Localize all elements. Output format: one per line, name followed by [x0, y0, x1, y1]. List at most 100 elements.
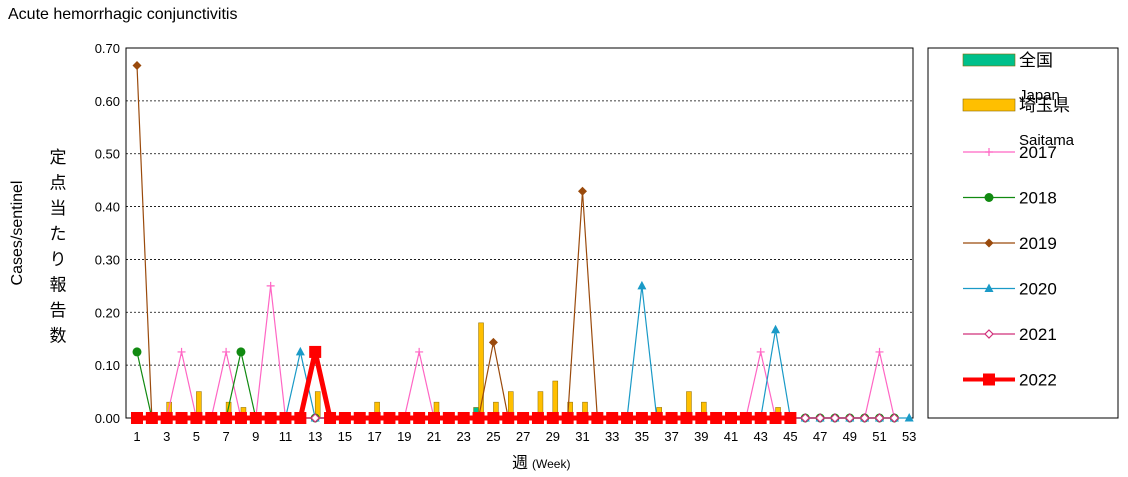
legend-item-2018: 2018 — [963, 189, 1057, 208]
legend-label: 2021 — [1019, 325, 1057, 344]
legend-box — [927, 47, 1119, 419]
point-2021 — [310, 413, 321, 423]
x-tick-label: 3 — [163, 429, 170, 444]
x-tick-label: 23 — [456, 429, 470, 444]
point-2020 — [295, 346, 305, 356]
point-2022 — [338, 412, 351, 424]
point-2022 — [457, 412, 470, 424]
x-tick-label: 47 — [813, 429, 827, 444]
point-2022 — [531, 412, 544, 424]
y-axis-label-en: Cases/sentinel — [9, 181, 26, 286]
point-2019 — [132, 60, 142, 70]
point-2022 — [725, 412, 737, 424]
point-2022 — [294, 412, 307, 424]
point-2017 — [266, 281, 275, 290]
point-2022 — [175, 412, 188, 424]
y-tick-label: 0.00 — [95, 411, 120, 426]
point-2022 — [413, 412, 426, 424]
point-2019 — [488, 337, 498, 347]
x-tick-label: 25 — [486, 429, 500, 444]
legend-marker — [985, 148, 993, 156]
legend-label: 全国 — [1019, 51, 1053, 70]
legend-sublabel: Japan — [1019, 87, 1060, 104]
point-2022 — [650, 412, 663, 424]
point-2022 — [145, 412, 158, 424]
point-2022 — [576, 412, 589, 424]
point-2022 — [635, 412, 648, 424]
legend-label: 2019 — [1019, 234, 1057, 253]
point-2022 — [561, 412, 574, 424]
legend-label: 2022 — [1019, 371, 1057, 390]
y-axis-label-ja-char: た — [50, 225, 67, 245]
x-tick-label: 35 — [635, 429, 649, 444]
point-2021 — [815, 413, 825, 423]
x-tick-label: 41 — [724, 429, 738, 444]
x-tick-label: 37 — [664, 429, 678, 444]
point-2021 — [874, 413, 885, 423]
chart-title: Acute hemorrhagic conjunctivitis — [8, 6, 238, 23]
point-2022 — [784, 412, 797, 424]
line-layer — [131, 60, 914, 424]
point-2022 — [606, 412, 619, 424]
point-2017 — [756, 347, 765, 356]
point-2022 — [220, 412, 233, 424]
point-2022 — [472, 412, 485, 424]
legend-swatch-saitama — [962, 98, 1016, 112]
x-tick-label: 19 — [397, 429, 411, 444]
point-2022 — [517, 412, 530, 424]
point-2018 — [132, 347, 142, 357]
x-tick-label: 17 — [367, 429, 381, 444]
x-tick-label: 21 — [427, 429, 441, 444]
y-axis-label-ja-char: 告 — [50, 301, 67, 321]
x-tick-label: 13 — [308, 429, 322, 444]
point-2017 — [875, 347, 884, 356]
legend-label: 2020 — [1019, 280, 1057, 299]
legend-marker — [984, 238, 994, 248]
point-2021 — [830, 413, 840, 423]
point-2022 — [428, 412, 440, 424]
point-2022 — [368, 412, 381, 424]
x-tick-label: 31 — [575, 429, 589, 444]
y-axis-label-ja-char: 当 — [50, 199, 67, 219]
y-tick-label: 0.50 — [95, 147, 120, 162]
legend-item-2017: 2017 — [963, 143, 1057, 162]
point-2021 — [859, 413, 870, 423]
x-tick-label: 33 — [605, 429, 619, 444]
x-tick-label: 43 — [753, 429, 767, 444]
x-tick-label: 29 — [546, 429, 560, 444]
y-tick-label: 0.10 — [95, 358, 120, 373]
point-2022 — [546, 412, 559, 424]
x-tick-label: 11 — [279, 429, 293, 444]
y-tick-label: 0.70 — [95, 41, 120, 56]
point-2022 — [621, 412, 634, 424]
point-2022 — [739, 412, 752, 424]
y-axis-label-ja-char: 点 — [50, 174, 67, 194]
point-2020 — [904, 413, 914, 422]
x-tick-label: 9 — [252, 429, 259, 444]
point-2022 — [754, 412, 767, 424]
x-tick-label: 45 — [783, 429, 797, 444]
y-axis-label-ja-char: 数 — [50, 327, 67, 347]
point-2022 — [131, 412, 143, 424]
point-2017 — [222, 347, 231, 356]
point-2022 — [665, 412, 678, 424]
x-axis-label: 週 (Week) — [512, 454, 570, 472]
point-2022 — [383, 412, 396, 424]
point-2022 — [591, 412, 604, 424]
x-tick-label: 39 — [694, 429, 708, 444]
legend-label: 2017 — [1019, 143, 1057, 162]
y-tick-label: 0.30 — [95, 252, 120, 267]
x-tick-label: 15 — [338, 429, 352, 444]
x-tick-label: 53 — [902, 429, 916, 444]
point-2019 — [578, 186, 587, 196]
x-tick-label: 5 — [193, 429, 200, 444]
legend-marker — [983, 373, 995, 386]
y-tick-label: 0.40 — [95, 200, 120, 215]
point-2022 — [487, 412, 500, 424]
x-axis-label-sub: (Week) — [532, 457, 570, 471]
point-2022 — [234, 412, 247, 424]
point-2022 — [160, 412, 173, 424]
point-2017 — [177, 347, 186, 356]
